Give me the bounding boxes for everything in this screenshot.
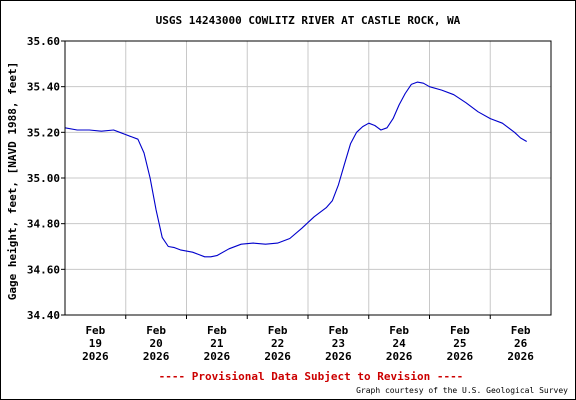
chart-title: USGS 14243000 COWLITZ RIVER AT CASTLE RO… <box>156 14 461 27</box>
x-tick-label: Feb 19 2026 <box>82 324 109 363</box>
y-tick-label: 34.80 <box>27 218 60 231</box>
data-series <box>64 81 527 258</box>
provisional-note: ---- Provisional Data Subject to Revisio… <box>159 370 464 383</box>
y-axis-ticks: 34.40 34.60 34.80 35.00 35.20 35.40 35.60 <box>27 35 65 322</box>
y-axis-label: Gage height, feet, [NAVD 1988, feet] <box>6 62 19 300</box>
x-tick-label: Feb 26 2026 <box>507 324 534 363</box>
x-tick-label: Feb 25 2026 <box>447 324 474 363</box>
x-axis-ticks: Feb 19 2026 Feb 20 2026 Feb 21 2026 Feb 22 2026 Feb 2… <box>82 315 534 363</box>
y-tick-label: 35.00 <box>27 172 60 185</box>
y-tick-label: 35.40 <box>27 81 60 94</box>
x-tick-label: Feb 20 2026 <box>143 324 170 363</box>
y-tick-label: 35.60 <box>27 35 60 48</box>
y-tick-label: 34.40 <box>27 309 60 322</box>
x-tick-label: Feb 21 2026 <box>204 324 231 363</box>
credit-note: Graph courtesy of the U.S. Geological Su… <box>356 386 568 395</box>
y-tick-label: 35.20 <box>27 126 60 139</box>
y-tick-label: 34.60 <box>27 263 60 276</box>
x-tick-label: Feb 23 2026 <box>325 324 352 363</box>
gage-height-line <box>64 81 527 258</box>
x-tick-label: Feb 24 2026 <box>386 324 413 363</box>
x-tick-label: Feb 22 2026 <box>264 324 291 363</box>
grid <box>65 40 551 316</box>
